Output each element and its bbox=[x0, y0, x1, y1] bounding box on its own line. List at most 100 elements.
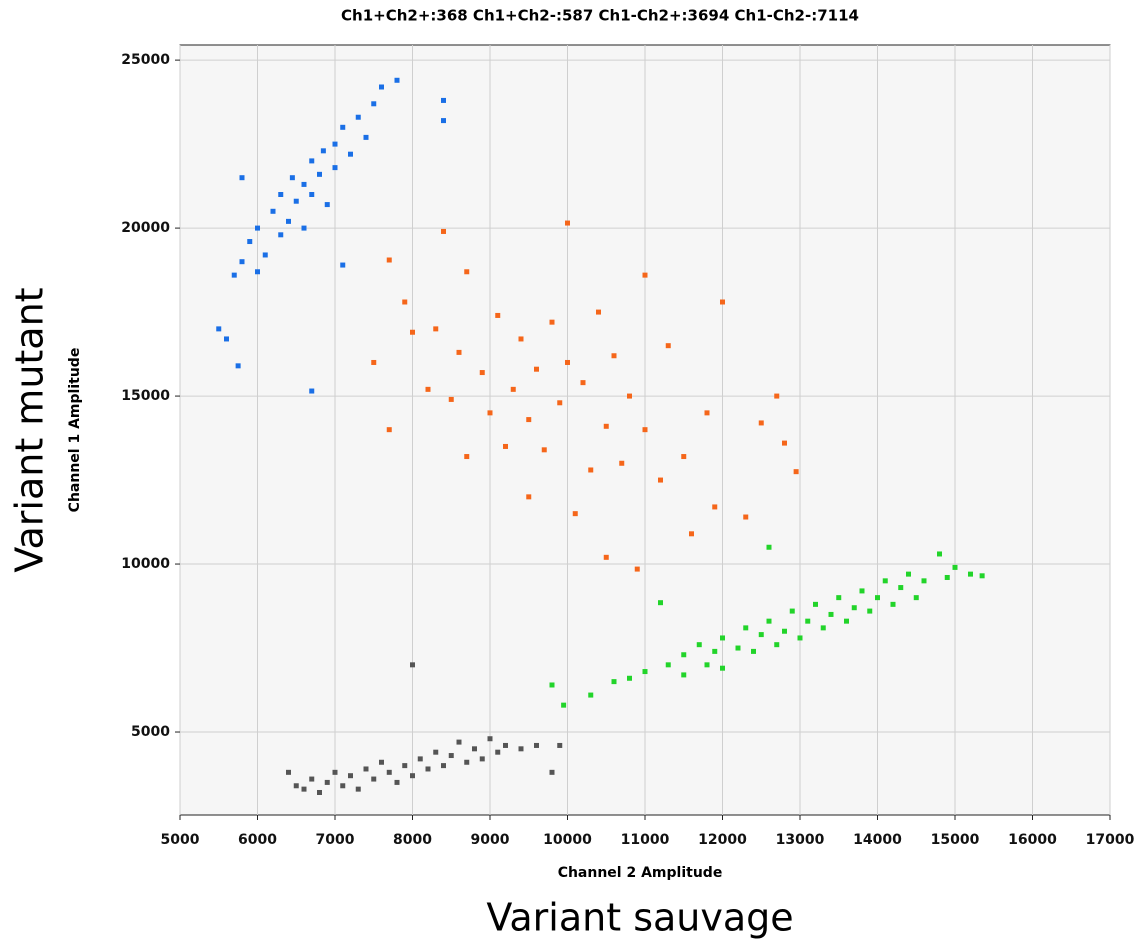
point bbox=[937, 551, 942, 557]
y-tick-label: 5000 bbox=[131, 724, 170, 740]
point bbox=[495, 749, 501, 755]
point bbox=[789, 608, 795, 614]
point bbox=[410, 773, 415, 779]
x-tick-label: 6000 bbox=[238, 832, 277, 848]
point bbox=[534, 366, 539, 372]
point bbox=[867, 608, 873, 614]
point bbox=[441, 763, 446, 769]
point bbox=[320, 148, 326, 154]
point bbox=[247, 239, 253, 245]
point bbox=[565, 220, 570, 226]
chart-title: Ch1+Ch2+:368 Ch1+Ch2-:587 Ch1-Ch2+:3694 … bbox=[341, 7, 859, 25]
point bbox=[696, 642, 702, 648]
y-tick-label: 15000 bbox=[121, 388, 170, 404]
point bbox=[882, 578, 888, 584]
point bbox=[844, 618, 849, 624]
point bbox=[712, 648, 718, 654]
x-tick-label: 16000 bbox=[1008, 832, 1057, 848]
point bbox=[472, 746, 477, 752]
point bbox=[758, 420, 764, 426]
point bbox=[433, 749, 439, 755]
point bbox=[332, 769, 338, 775]
point bbox=[828, 611, 834, 617]
point bbox=[627, 393, 632, 399]
point bbox=[464, 269, 470, 275]
point bbox=[681, 672, 687, 678]
point bbox=[875, 595, 880, 601]
point bbox=[224, 336, 229, 342]
point bbox=[332, 165, 338, 171]
point bbox=[441, 97, 446, 103]
x-tick-label: 10000 bbox=[543, 832, 592, 848]
point bbox=[681, 454, 687, 460]
point bbox=[235, 363, 241, 369]
point bbox=[572, 511, 578, 517]
point bbox=[603, 423, 609, 429]
point bbox=[751, 648, 756, 654]
point bbox=[665, 343, 671, 349]
point bbox=[464, 454, 470, 460]
point bbox=[410, 662, 415, 668]
point bbox=[309, 191, 315, 197]
annotation: Variant sauvage bbox=[486, 896, 793, 940]
point bbox=[371, 359, 377, 365]
point bbox=[293, 198, 299, 204]
point bbox=[371, 101, 377, 107]
point bbox=[681, 652, 687, 658]
point bbox=[495, 312, 501, 318]
point bbox=[340, 124, 346, 130]
x-axis-label: Channel 2 Amplitude bbox=[558, 865, 723, 881]
point bbox=[293, 783, 299, 789]
point bbox=[836, 595, 842, 601]
y-tick-label: 25000 bbox=[121, 52, 170, 68]
point bbox=[704, 662, 710, 668]
point bbox=[782, 628, 787, 634]
point bbox=[348, 773, 353, 779]
point bbox=[758, 632, 764, 638]
point bbox=[324, 202, 330, 208]
x-tick-label: 9000 bbox=[471, 832, 510, 848]
point bbox=[588, 467, 594, 473]
point bbox=[906, 571, 911, 577]
point bbox=[340, 262, 346, 268]
point bbox=[890, 601, 896, 607]
point bbox=[952, 564, 958, 570]
point bbox=[665, 662, 671, 668]
point bbox=[487, 736, 493, 742]
point bbox=[766, 618, 772, 624]
point bbox=[386, 257, 392, 263]
x-tick-label: 5000 bbox=[161, 832, 200, 848]
point bbox=[735, 645, 741, 651]
x-tick-label: 13000 bbox=[776, 832, 825, 848]
point bbox=[363, 766, 369, 772]
point bbox=[813, 601, 818, 607]
point bbox=[255, 269, 260, 275]
point bbox=[479, 756, 485, 762]
point bbox=[561, 702, 567, 708]
point bbox=[255, 225, 260, 231]
point bbox=[720, 635, 725, 641]
point bbox=[793, 469, 799, 475]
point bbox=[286, 218, 291, 224]
point bbox=[324, 779, 330, 785]
point bbox=[239, 259, 245, 265]
point bbox=[503, 742, 508, 748]
point bbox=[386, 427, 392, 433]
point bbox=[979, 573, 985, 579]
point bbox=[913, 595, 919, 601]
point bbox=[402, 299, 408, 305]
point bbox=[658, 600, 663, 606]
point bbox=[549, 682, 555, 688]
point bbox=[301, 786, 307, 792]
point bbox=[503, 443, 508, 449]
point bbox=[386, 769, 392, 775]
point bbox=[518, 746, 524, 752]
point bbox=[433, 326, 439, 332]
point bbox=[921, 578, 927, 584]
point bbox=[410, 329, 415, 335]
point bbox=[704, 410, 710, 416]
point bbox=[627, 675, 632, 681]
point bbox=[425, 766, 431, 772]
point bbox=[441, 118, 446, 124]
point bbox=[286, 769, 291, 775]
